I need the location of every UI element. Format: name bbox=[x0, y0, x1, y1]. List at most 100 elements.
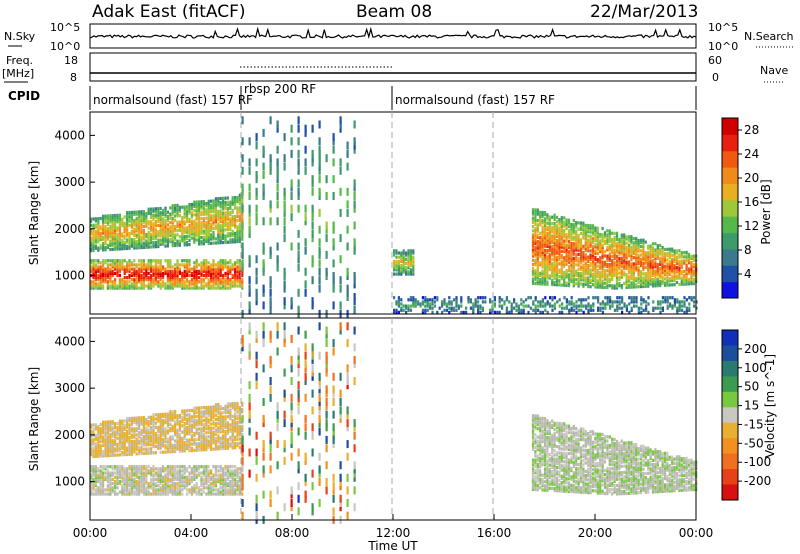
heatmap-cell bbox=[608, 246, 611, 250]
heatmap-cell bbox=[666, 306, 669, 310]
heatmap-cell bbox=[615, 233, 619, 237]
heatmap-cell bbox=[565, 304, 568, 308]
heatmap-cell bbox=[572, 265, 575, 269]
heatmap-cell bbox=[405, 306, 408, 310]
heatmap-cell bbox=[195, 484, 198, 488]
heatmap-cell bbox=[546, 255, 549, 259]
heatmap-cell bbox=[241, 271, 244, 275]
heatmap-cell bbox=[195, 223, 198, 227]
heatmap-cell bbox=[238, 276, 241, 280]
heatmap-cell bbox=[126, 436, 129, 440]
heatmap-cell bbox=[548, 265, 551, 270]
heatmap-cell bbox=[133, 446, 136, 450]
heatmap-cell bbox=[236, 219, 239, 223]
heatmap-cell bbox=[623, 248, 626, 252]
heatmap-cell bbox=[673, 268, 676, 272]
heatmap-cell bbox=[563, 247, 566, 251]
heatmap-cell bbox=[90, 267, 93, 271]
heatmap-cell bbox=[591, 260, 595, 264]
heatmap-cell bbox=[198, 208, 201, 212]
heatmap-cell bbox=[99, 278, 102, 282]
heatmap-cell bbox=[467, 296, 470, 300]
heatmap-cell bbox=[231, 221, 234, 225]
heatmap-cell bbox=[353, 280, 356, 289]
heatmap-cell bbox=[104, 443, 107, 447]
heatmap-cell bbox=[579, 257, 583, 261]
heatmap-cell bbox=[217, 284, 220, 288]
heatmap-cell bbox=[174, 278, 177, 282]
heatmap-cell bbox=[157, 471, 160, 475]
heatmap-cell bbox=[128, 284, 131, 288]
heatmap-cell bbox=[135, 229, 138, 233]
heatmap-cell bbox=[200, 271, 203, 275]
heatmap-cell bbox=[241, 229, 244, 233]
heatmap-cell bbox=[656, 267, 659, 271]
heatmap-cell bbox=[596, 232, 599, 237]
heatmap-cell bbox=[200, 261, 203, 265]
heatmap-cell bbox=[171, 206, 174, 210]
heatmap-cell bbox=[152, 475, 155, 479]
heatmap-cell bbox=[198, 221, 201, 225]
heatmap-cell bbox=[405, 268, 408, 272]
heatmap-cell bbox=[138, 233, 141, 237]
heatmap-cell bbox=[226, 273, 229, 278]
heatmap-cell bbox=[318, 246, 321, 255]
heatmap-cell bbox=[596, 237, 599, 241]
heatmap-cell bbox=[162, 488, 165, 492]
heatmap-cell bbox=[111, 428, 114, 432]
heatmap-cell bbox=[142, 265, 145, 269]
heatmap-cell bbox=[130, 267, 133, 271]
heatmap-cell bbox=[611, 237, 614, 242]
heatmap-cell bbox=[186, 479, 189, 484]
heatmap-cell bbox=[118, 273, 121, 278]
heatmap-cell bbox=[536, 261, 539, 265]
heatmap-cell bbox=[630, 262, 633, 266]
noise-tick-right-bottom: 10^0 bbox=[708, 40, 738, 53]
heatmap-cell bbox=[234, 261, 237, 265]
heatmap-cell bbox=[611, 271, 614, 275]
heatmap-cell bbox=[666, 281, 669, 285]
heatmap-cell bbox=[217, 469, 220, 473]
heatmap-cell bbox=[537, 300, 540, 304]
heatmap-cell bbox=[555, 283, 559, 287]
heatmap-cell bbox=[114, 263, 117, 267]
heatmap-cell bbox=[594, 279, 597, 283]
heatmap-cell bbox=[109, 267, 112, 271]
heatmap-cell bbox=[560, 230, 563, 234]
heatmap-cell bbox=[126, 419, 129, 423]
heatmap-cell bbox=[647, 246, 650, 250]
heatmap-cell bbox=[169, 229, 172, 233]
heatmap-cell bbox=[219, 469, 222, 473]
heatmap-cell bbox=[114, 434, 117, 438]
heatmap-cell bbox=[560, 275, 563, 279]
heatmap-cell bbox=[116, 241, 119, 245]
heatmap-cell bbox=[611, 261, 614, 265]
heatmap-cell bbox=[407, 308, 410, 312]
heatmap-cell bbox=[118, 234, 121, 238]
heatmap-cell bbox=[543, 244, 547, 248]
heatmap-cell bbox=[102, 271, 105, 275]
heatmap-cell bbox=[92, 448, 95, 452]
heatmap-cell bbox=[591, 230, 595, 234]
heatmap-cell bbox=[205, 204, 208, 208]
heatmap-cell bbox=[150, 286, 153, 290]
heatmap-cell bbox=[613, 231, 616, 235]
heatmap-cell bbox=[104, 488, 107, 492]
heatmap-cell bbox=[546, 263, 549, 267]
heatmap-cell bbox=[580, 304, 583, 308]
heatmap-cell bbox=[651, 246, 655, 250]
heatmap-cell bbox=[599, 275, 602, 279]
heatmap-cell bbox=[99, 227, 102, 231]
heatmap-cell bbox=[207, 206, 210, 210]
heatmap-cell bbox=[195, 215, 198, 219]
heatmap-cell bbox=[587, 268, 590, 272]
heatmap-cell bbox=[159, 282, 162, 286]
heatmap-cell bbox=[534, 248, 537, 252]
heatmap-cell bbox=[615, 273, 619, 277]
heatmap-cell bbox=[448, 296, 451, 300]
heatmap-cell bbox=[651, 248, 655, 252]
heatmap-cell bbox=[659, 243, 662, 248]
heatmap-cell bbox=[111, 447, 114, 451]
heatmap-cell bbox=[222, 224, 225, 228]
heatmap-cell bbox=[109, 239, 112, 243]
